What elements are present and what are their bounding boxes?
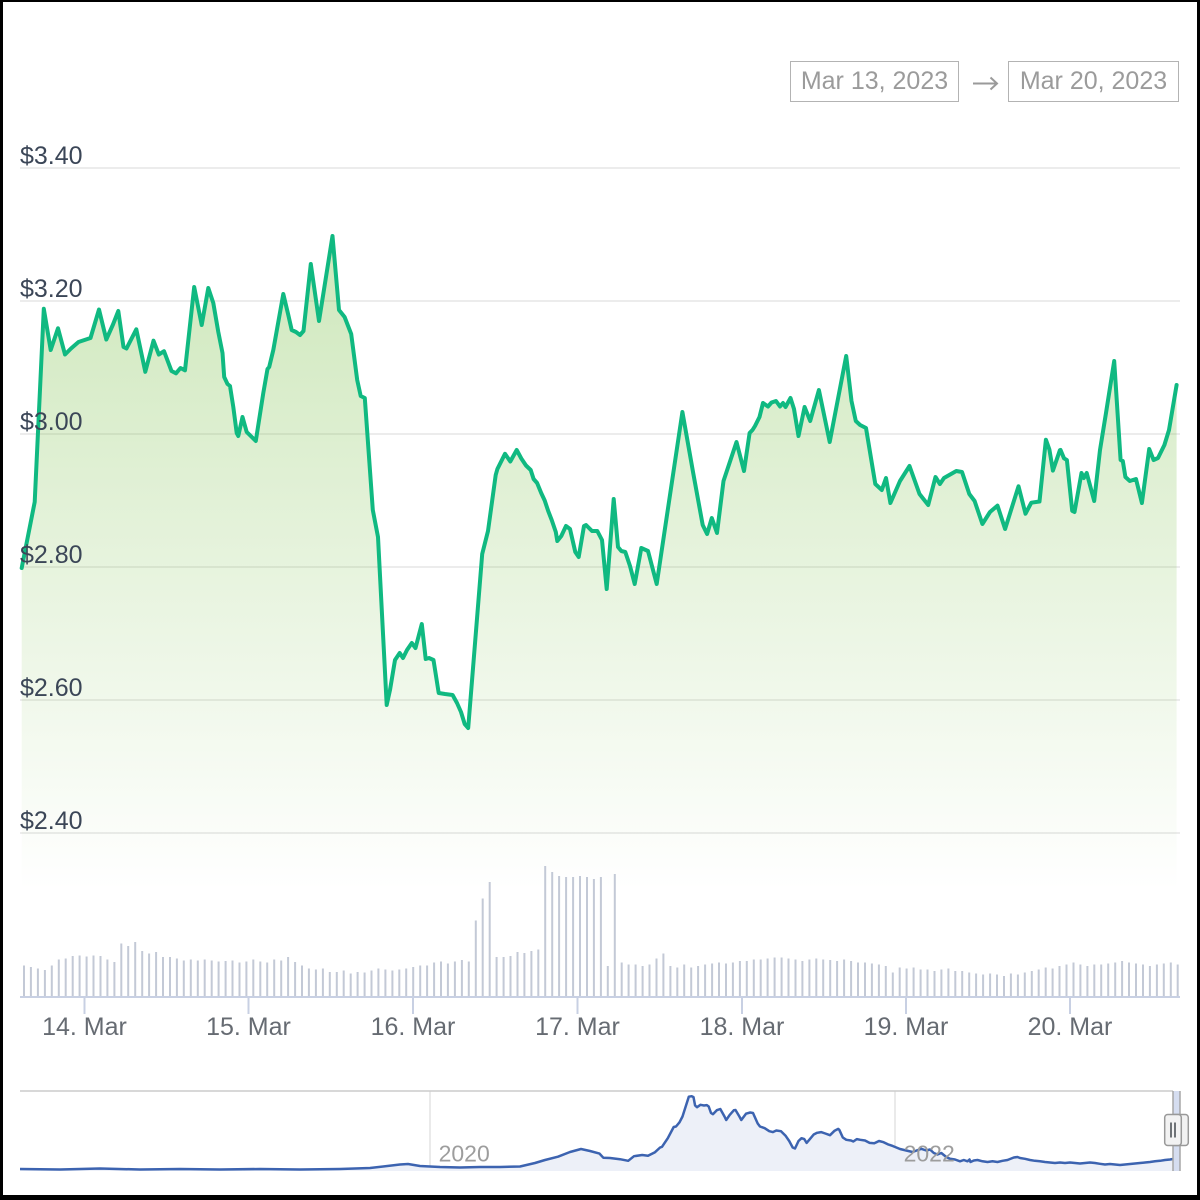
svg-text:2020: 2020: [439, 1141, 490, 1167]
svg-text:19. Mar: 19. Mar: [864, 1013, 949, 1041]
svg-text:2022: 2022: [904, 1141, 955, 1167]
svg-text:18. Mar: 18. Mar: [700, 1013, 785, 1041]
svg-text:16. Mar: 16. Mar: [371, 1013, 456, 1041]
svg-text:$3.20: $3.20: [20, 275, 83, 303]
svg-text:20. Mar: 20. Mar: [1028, 1013, 1113, 1041]
svg-text:$2.60: $2.60: [20, 674, 83, 702]
svg-text:15. Mar: 15. Mar: [206, 1013, 291, 1041]
svg-text:$3.40: $3.40: [20, 142, 83, 170]
svg-text:$2.80: $2.80: [20, 541, 83, 569]
svg-text:14. Mar: 14. Mar: [42, 1013, 127, 1041]
svg-text:$3.00: $3.00: [20, 408, 83, 436]
svg-text:17. Mar: 17. Mar: [535, 1013, 620, 1041]
svg-text:$2.40: $2.40: [20, 807, 83, 835]
